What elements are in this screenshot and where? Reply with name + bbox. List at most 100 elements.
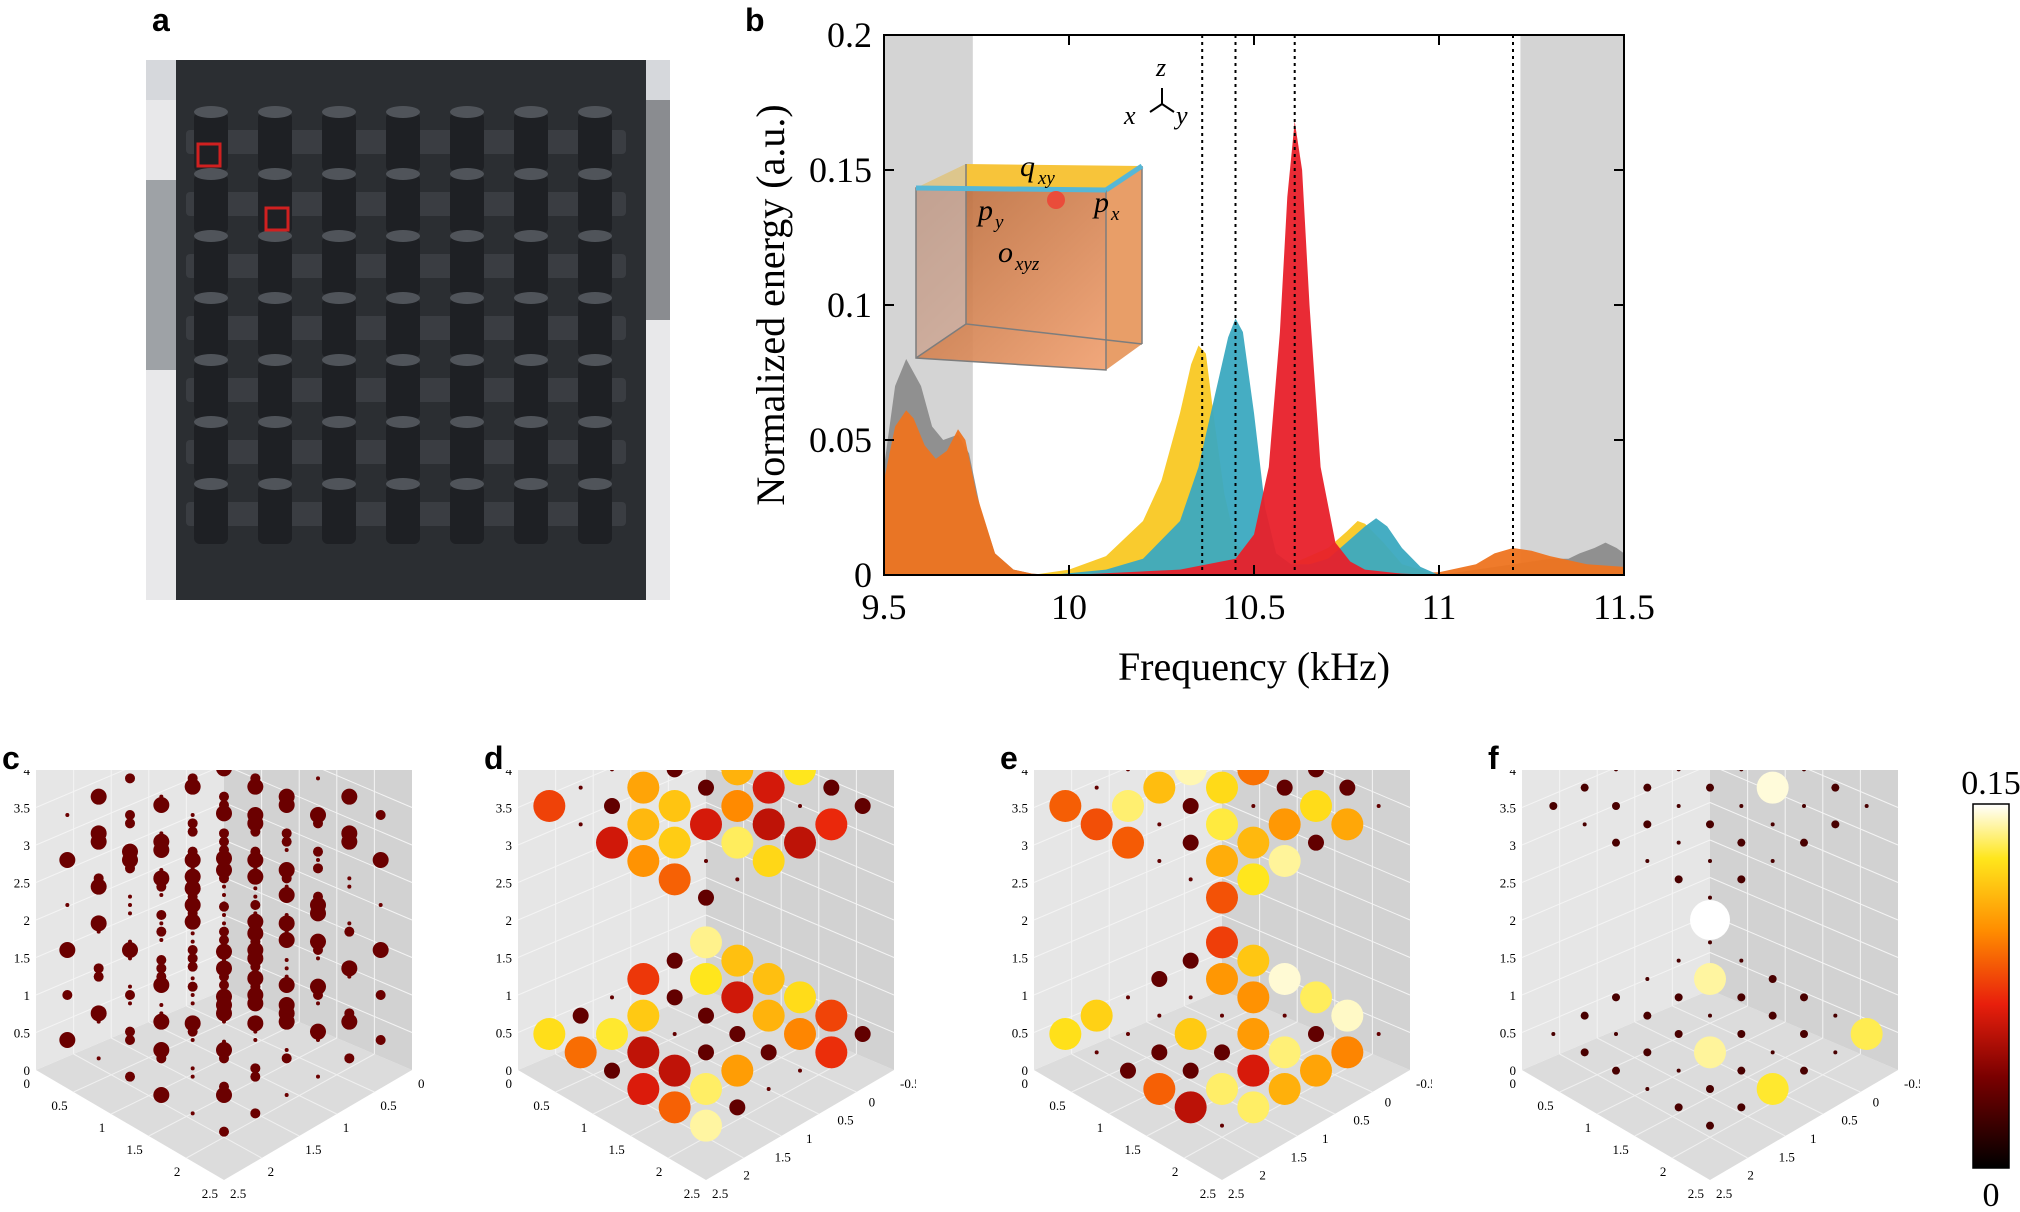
lattice-site-marker [666,989,683,1006]
lattice-site-marker [627,771,660,804]
lattice-site-marker [1308,770,1324,778]
lattice-site-marker [784,1018,816,1050]
lattice-site-marker [253,886,258,891]
lattice-post [514,422,548,482]
lattice-site-marker [1300,1054,1332,1087]
lattice-cap [258,168,292,180]
lattice-site-marker [1080,999,1113,1032]
lattice-site-marker [219,901,229,912]
lattice-site-marker [1580,1011,1589,1020]
lattice-site-marker [153,842,170,858]
lattice-site-marker [125,863,135,874]
grid-line [592,1037,782,1137]
lattice-site-marker [1612,993,1620,1002]
x-tick-label: 2 [656,1164,663,1179]
grid-line [35,770,126,808]
back-left-pane [36,770,224,1070]
lattice-site-marker [627,1073,660,1105]
lattice-site-marker [375,1035,386,1045]
lattice-cap [450,354,484,366]
lattice-cap [386,416,420,428]
lattice-site-marker [1120,1062,1136,1079]
grid-line [1672,1053,1861,1159]
z-tick-label: 3.5 [496,801,512,816]
lattice-site-marker [190,1074,195,1079]
lattice-site-marker [125,818,135,829]
lattice-site-marker [153,1013,170,1030]
lattice-site-marker [627,1036,660,1069]
lattice-site-marker [1756,1073,1789,1105]
lattice-site-marker [347,884,352,889]
lattice-site-marker [216,850,232,867]
lattice-post [194,298,228,358]
x-tick-label: 2.5 [202,1186,218,1201]
lattice-site-marker [752,845,785,877]
lattice-site-marker [1237,1018,1270,1050]
lattice-site-marker [1126,995,1130,1000]
lattice-site-marker [247,1015,264,1032]
lattice-site-marker [1706,820,1714,829]
lattice-site-marker [284,966,289,971]
lattice-site-marker [190,931,195,936]
lattice-site-marker [1739,770,1744,772]
label-py-sub: y [993,212,1004,233]
lattice-site-marker [1737,993,1746,1002]
lattice-site-marker [766,1087,771,1091]
lattice-post [514,112,548,172]
lattice-site-marker [1800,993,1808,1002]
z-tick-label: 3 [1510,838,1517,853]
lattice-site-marker [96,929,101,934]
lattice-site-marker [672,1032,677,1036]
lattice-site-marker [658,863,691,896]
lattice-site-marker [153,797,170,813]
y-tick-label: 0 [869,1094,876,1109]
lattice-post [450,422,484,482]
lattice-site-marker [65,903,70,907]
lattice-site-marker [1739,804,1744,808]
lattice-site-marker [347,876,352,881]
lattice-site-marker [1188,995,1193,1000]
axes-orientation-glyph: z x y [1123,53,1188,130]
lattice-site-marker [156,926,167,937]
lattice-site-marker [1300,981,1332,1014]
lattice-site-marker [578,785,583,790]
grid-line [1521,770,1612,808]
lattice-site-marker [250,961,261,972]
lattice-site-marker [658,826,691,859]
lattice-cap [258,230,292,242]
lattice-cap [258,478,292,490]
lattice-site-marker [1737,875,1746,884]
y-tick-label: 1.5 [775,1149,791,1164]
grid-line [1521,914,1711,996]
lattice-site-marker [1694,1036,1726,1069]
x-tick-label: 0.5 [533,1098,549,1113]
axis-glyph-x: x [1123,101,1136,130]
lattice-site-marker [222,1019,226,1024]
lattice-site-marker [1049,790,1082,822]
lattice-post [322,484,356,544]
lattice-site-marker [1614,1032,1618,1036]
lattice-site-marker [1674,1103,1683,1112]
lattice-cap [578,354,612,366]
lattice-cap [514,478,548,490]
lattice-post [194,174,228,234]
lattice-post [386,298,420,358]
lattice-site-marker [610,770,614,772]
lattice-site-marker [666,770,683,778]
lattice-site-marker [627,845,660,877]
lattice-site-marker [735,877,740,882]
lattice-site-marker [59,1032,76,1048]
x-tick-label: 1 [99,1120,106,1135]
lattice-site-marker [347,921,352,926]
lattice-site-marker [627,999,660,1032]
lattice-post [322,422,356,482]
lattice-post [578,484,612,544]
z-tick-label: 0 [24,1063,31,1078]
back-left-pane [1522,770,1710,1070]
lattice-site-marker [187,818,198,829]
lattice-post [258,360,292,420]
lattice-site-marker [690,1109,722,1142]
lattice-site-marker [93,963,104,974]
lattice-cap [322,354,356,366]
lattice-site-marker [156,963,167,974]
